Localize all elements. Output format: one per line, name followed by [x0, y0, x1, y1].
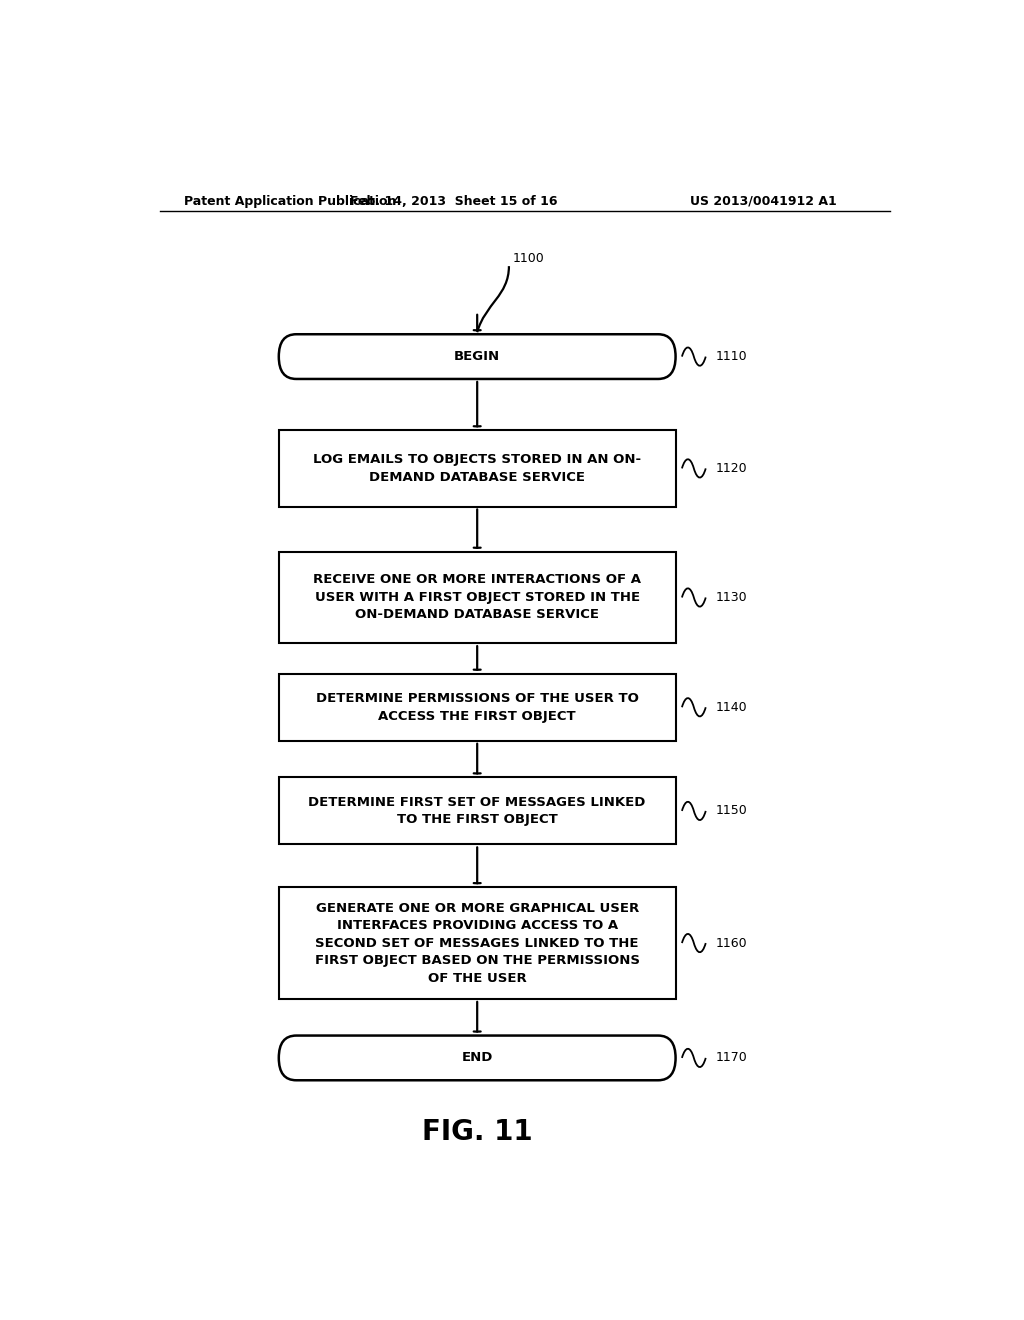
Text: 1130: 1130 — [715, 591, 746, 605]
FancyBboxPatch shape — [279, 552, 676, 643]
Text: US 2013/0041912 A1: US 2013/0041912 A1 — [689, 194, 837, 207]
FancyBboxPatch shape — [279, 673, 676, 741]
Text: RECEIVE ONE OR MORE INTERACTIONS OF A
USER WITH A FIRST OBJECT STORED IN THE
ON-: RECEIVE ONE OR MORE INTERACTIONS OF A US… — [313, 573, 641, 622]
Text: 1170: 1170 — [715, 1052, 748, 1064]
Text: DETERMINE PERMISSIONS OF THE USER TO
ACCESS THE FIRST OBJECT: DETERMINE PERMISSIONS OF THE USER TO ACC… — [315, 692, 639, 722]
FancyBboxPatch shape — [279, 777, 676, 845]
Text: Feb. 14, 2013  Sheet 15 of 16: Feb. 14, 2013 Sheet 15 of 16 — [349, 194, 557, 207]
Text: 1160: 1160 — [715, 937, 746, 949]
FancyBboxPatch shape — [279, 1036, 676, 1080]
Text: DETERMINE FIRST SET OF MESSAGES LINKED
TO THE FIRST OBJECT: DETERMINE FIRST SET OF MESSAGES LINKED T… — [308, 796, 646, 826]
Text: Patent Application Publication: Patent Application Publication — [183, 194, 396, 207]
Text: 1150: 1150 — [715, 804, 748, 817]
FancyBboxPatch shape — [279, 334, 676, 379]
Text: 1110: 1110 — [715, 350, 746, 363]
Text: 1100: 1100 — [513, 252, 545, 264]
Text: 1140: 1140 — [715, 701, 746, 714]
Text: FIG. 11: FIG. 11 — [422, 1118, 532, 1146]
FancyBboxPatch shape — [279, 887, 676, 999]
Text: 1120: 1120 — [715, 462, 746, 475]
Text: GENERATE ONE OR MORE GRAPHICAL USER
INTERFACES PROVIDING ACCESS TO A
SECOND SET : GENERATE ONE OR MORE GRAPHICAL USER INTE… — [314, 902, 640, 985]
Text: END: END — [462, 1052, 493, 1064]
Text: BEGIN: BEGIN — [454, 350, 501, 363]
Text: LOG EMAILS TO OBJECTS STORED IN AN ON-
DEMAND DATABASE SERVICE: LOG EMAILS TO OBJECTS STORED IN AN ON- D… — [313, 453, 641, 483]
FancyBboxPatch shape — [279, 430, 676, 507]
